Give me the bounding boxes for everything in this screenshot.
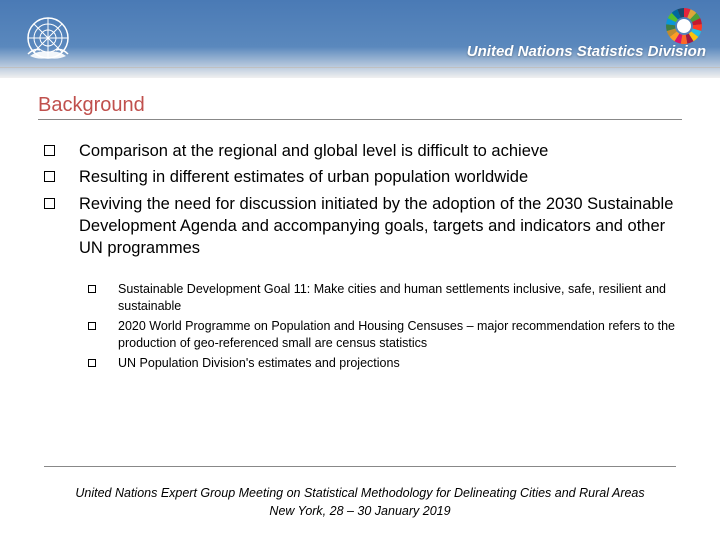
sub-bullet-list: Sustainable Development Goal 11: Make ci… [88, 281, 682, 371]
title-underline [38, 119, 682, 120]
list-item: Reviving the need for discussion initiat… [44, 193, 682, 260]
square-bullet-icon [44, 145, 55, 156]
square-bullet-icon [88, 285, 96, 293]
square-bullet-icon [88, 359, 96, 367]
list-item: Resulting in different estimates of urba… [44, 166, 682, 188]
bullet-text: Sustainable Development Goal 11: Make ci… [118, 281, 682, 315]
footer-text: United Nations Expert Group Meeting on S… [0, 485, 720, 520]
division-name: United Nations Statistics Division [467, 43, 706, 60]
slide-footer: United Nations Expert Group Meeting on S… [0, 466, 720, 520]
square-bullet-icon [88, 322, 96, 330]
bullet-text: 2020 World Programme on Population and H… [118, 318, 682, 352]
bullet-text: Reviving the need for discussion initiat… [79, 193, 682, 260]
square-bullet-icon [44, 198, 55, 209]
footer-line2: New York, 28 – 30 January 2019 [269, 504, 450, 518]
bullet-text: Comparison at the regional and global le… [79, 140, 548, 162]
header-divider [0, 67, 720, 68]
square-bullet-icon [44, 171, 55, 182]
main-bullet-list: Comparison at the regional and global le… [44, 140, 682, 259]
footer-divider [44, 466, 676, 467]
footer-line1: United Nations Expert Group Meeting on S… [75, 486, 644, 500]
list-item: Comparison at the regional and global le… [44, 140, 682, 162]
slide-content: Background Comparison at the regional an… [0, 78, 720, 372]
un-emblem-icon [18, 8, 78, 73]
bullet-text: UN Population Division's estimates and p… [118, 355, 400, 372]
list-item: 2020 World Programme on Population and H… [88, 318, 682, 352]
slide-header: United Nations Statistics Division [0, 0, 720, 78]
list-item: UN Population Division's estimates and p… [88, 355, 682, 372]
list-item: Sustainable Development Goal 11: Make ci… [88, 281, 682, 315]
slide-title: Background [38, 94, 682, 117]
bullet-text: Resulting in different estimates of urba… [79, 166, 528, 188]
